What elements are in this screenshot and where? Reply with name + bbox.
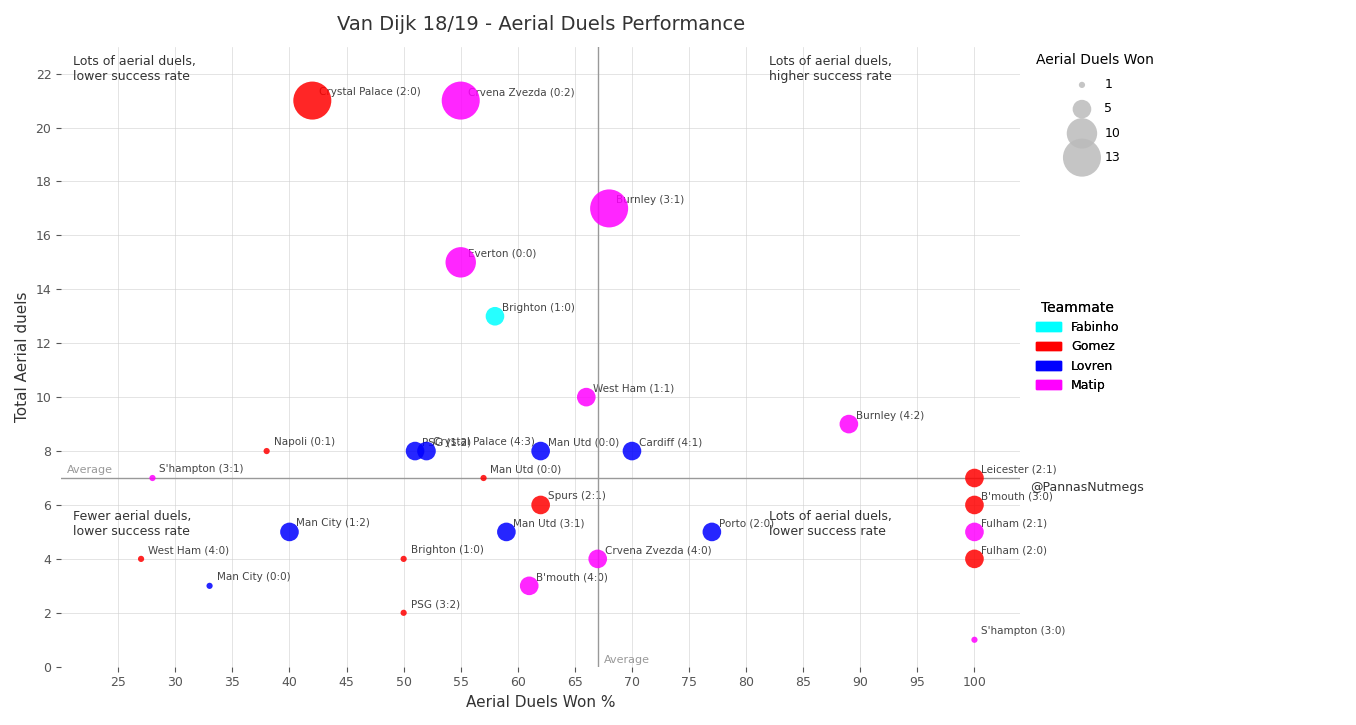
Point xyxy=(964,500,986,511)
Text: Napoli (0:1): Napoli (0:1) xyxy=(274,437,335,447)
Point xyxy=(518,580,540,592)
Text: Lots of aerial duels,
higher success rate: Lots of aerial duels, higher success rat… xyxy=(769,55,892,83)
Point xyxy=(964,553,986,565)
Point xyxy=(587,553,609,565)
Text: Brighton (1:0): Brighton (1:0) xyxy=(502,303,575,312)
Text: West Ham (4:0): West Ham (4:0) xyxy=(148,545,229,555)
Text: Average: Average xyxy=(66,465,113,476)
Point xyxy=(530,445,552,457)
X-axis label: Aerial Duels Won %: Aerial Duels Won % xyxy=(466,695,616,710)
Point xyxy=(404,445,426,457)
Text: Average: Average xyxy=(603,655,650,666)
Point xyxy=(838,418,860,430)
Point xyxy=(964,472,986,484)
Text: Crystal Palace (2:0): Crystal Palace (2:0) xyxy=(319,87,420,97)
Text: B'mouth (4:0): B'mouth (4:0) xyxy=(536,572,607,582)
Y-axis label: Total Aerial duels: Total Aerial duels xyxy=(15,291,30,422)
Text: S'hampton (3:0): S'hampton (3:0) xyxy=(982,626,1066,637)
Text: Crvena Zvezda (0:2): Crvena Zvezda (0:2) xyxy=(468,87,575,97)
Text: Burnley (4:2): Burnley (4:2) xyxy=(856,410,923,420)
Text: Everton (0:0): Everton (0:0) xyxy=(468,249,536,259)
Point xyxy=(530,500,552,511)
Point xyxy=(495,526,517,538)
Text: Man Utd (0:0): Man Utd (0:0) xyxy=(491,465,561,474)
Text: Man Utd (0:0): Man Utd (0:0) xyxy=(548,437,618,447)
Text: Crvena Zvezda (4:0): Crvena Zvezda (4:0) xyxy=(605,545,712,555)
Text: Crystal Palace (4:3): Crystal Palace (4:3) xyxy=(434,437,536,447)
Text: PSG (1:2): PSG (1:2) xyxy=(422,437,471,447)
Text: West Ham (1:1): West Ham (1:1) xyxy=(593,384,674,394)
Point xyxy=(598,202,620,214)
Point xyxy=(473,472,495,484)
Text: Fewer aerial duels,
lower success rate: Fewer aerial duels, lower success rate xyxy=(73,510,191,539)
Point xyxy=(450,257,472,268)
Point xyxy=(256,445,278,457)
Text: Man Utd (3:1): Man Utd (3:1) xyxy=(514,518,584,529)
Text: PSG (3:2): PSG (3:2) xyxy=(411,600,460,609)
Text: Leicester (2:1): Leicester (2:1) xyxy=(982,465,1058,474)
Point xyxy=(450,95,472,107)
Point xyxy=(141,472,163,484)
Text: Man City (0:0): Man City (0:0) xyxy=(217,572,290,582)
Text: Lots of aerial duels,
lower success rate: Lots of aerial duels, lower success rate xyxy=(769,510,892,539)
Text: Burnley (3:1): Burnley (3:1) xyxy=(616,195,685,205)
Text: Lots of aerial duels,
lower success rate: Lots of aerial duels, lower success rate xyxy=(73,55,195,83)
Title: Van Dijk 18/19 - Aerial Duels Performance: Van Dijk 18/19 - Aerial Duels Performanc… xyxy=(336,15,744,34)
Text: Brighton (1:0): Brighton (1:0) xyxy=(411,545,484,555)
Text: Fulham (2:1): Fulham (2:1) xyxy=(982,518,1048,529)
Text: @PannasNutmegs: @PannasNutmegs xyxy=(1029,481,1143,494)
Text: Man City (1:2): Man City (1:2) xyxy=(297,518,370,529)
Point xyxy=(621,445,643,457)
Legend: Fabinho, Gomez, Lovren, Matip: Fabinho, Gomez, Lovren, Matip xyxy=(1036,301,1120,392)
Point xyxy=(701,526,723,538)
Point xyxy=(575,392,597,403)
Point xyxy=(484,310,506,322)
Text: S'hampton (3:1): S'hampton (3:1) xyxy=(160,465,244,474)
Point xyxy=(416,445,438,457)
Point xyxy=(199,580,221,592)
Point xyxy=(278,526,300,538)
Point xyxy=(964,526,986,538)
Point xyxy=(130,553,152,565)
Text: Fulham (2:0): Fulham (2:0) xyxy=(982,545,1047,555)
Point xyxy=(964,634,986,645)
Text: Porto (2:0): Porto (2:0) xyxy=(719,518,774,529)
Point xyxy=(393,607,415,618)
Text: Cardiff (4:1): Cardiff (4:1) xyxy=(639,437,702,447)
Text: Spurs (2:1): Spurs (2:1) xyxy=(548,492,606,502)
Text: B'mouth (3:0): B'mouth (3:0) xyxy=(982,492,1054,502)
Point xyxy=(393,553,415,565)
Point xyxy=(301,95,323,107)
